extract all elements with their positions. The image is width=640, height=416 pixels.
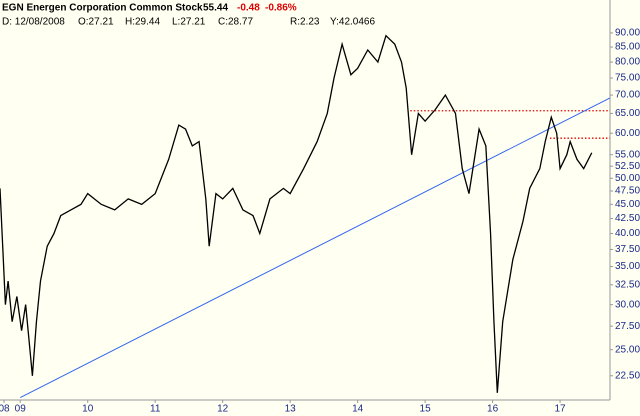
y-tick-label: 30.00 xyxy=(615,299,640,310)
y-tick-label: 25.00 xyxy=(615,344,640,355)
x-tick-label: 12 xyxy=(217,404,229,415)
y-tick-label: 37.50 xyxy=(615,244,640,255)
x-tick-label: 15 xyxy=(420,404,432,415)
y-tick-label: 70.00 xyxy=(615,90,640,101)
change: -0.48 xyxy=(237,3,260,14)
stat: D: 12/08/2008 xyxy=(2,17,65,28)
y-tick-label: 32.50 xyxy=(615,279,640,290)
stat: H:29.44 xyxy=(125,17,160,28)
y-tick-label: 60.00 xyxy=(615,128,640,139)
x-tick-label: 16 xyxy=(487,404,499,415)
y-tick-label: 75.00 xyxy=(615,73,640,84)
price: 55.44 xyxy=(203,3,228,14)
x-tick-label: 17 xyxy=(555,404,567,415)
y-tick-label: 22.50 xyxy=(615,370,640,381)
y-tick-label: 35.00 xyxy=(615,261,640,272)
x-tick-label: 13 xyxy=(285,404,297,415)
trend-line xyxy=(20,97,610,399)
price-line xyxy=(0,34,593,393)
stat: O:27.21 xyxy=(78,17,114,28)
stat: C:28.77 xyxy=(218,17,253,28)
y-tick-label: 52.50 xyxy=(615,161,640,172)
x-tick-label: 14 xyxy=(352,404,364,415)
change-pct: -0.86% xyxy=(265,3,297,14)
stat: L:27.21 xyxy=(172,17,206,28)
chart-title: EGN Energen Corporation Common Stock xyxy=(2,3,203,14)
y-tick-label: 50.00 xyxy=(615,173,640,184)
y-tick-label: 42.50 xyxy=(615,213,640,224)
plot xyxy=(0,34,610,399)
x-tick-label: 11 xyxy=(150,404,161,415)
x-tick-label: 08 xyxy=(0,404,10,415)
y-tick-label: 55.00 xyxy=(615,149,640,160)
stat: Y:42.0466 xyxy=(330,17,375,28)
y-tick-label: 80.00 xyxy=(615,57,640,68)
y-tick-label: 40.00 xyxy=(615,228,640,239)
x-tick-label: 10 xyxy=(82,404,94,415)
y-tick-label: 90.00 xyxy=(615,28,640,39)
y-tick-label: 45.00 xyxy=(615,199,640,210)
y-tick-label: 47.50 xyxy=(615,186,640,197)
header: EGN Energen Corporation Common Stock 55.… xyxy=(2,3,297,14)
x-tick-label: 09 xyxy=(15,404,27,415)
y-tick-label: 85.00 xyxy=(615,42,640,53)
stat: R:2.23 xyxy=(290,17,320,28)
y-tick-label: 65.00 xyxy=(615,108,640,119)
y-tick-label: 27.50 xyxy=(615,321,640,332)
